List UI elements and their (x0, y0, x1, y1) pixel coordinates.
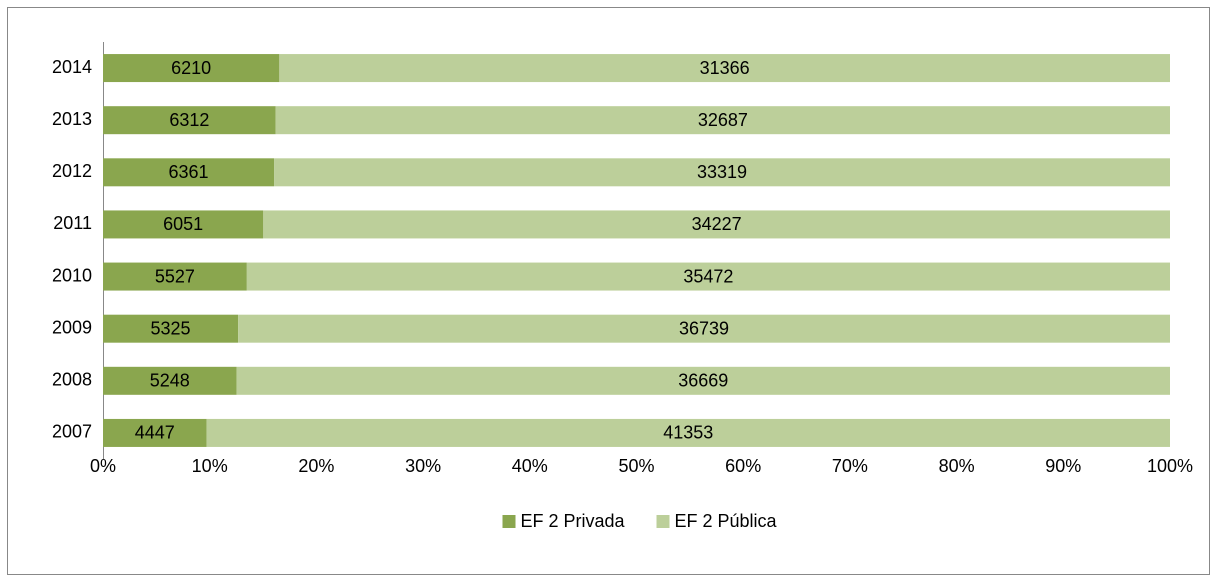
chart-border (7, 7, 1210, 575)
x-tick-label: 30% (405, 456, 441, 476)
y-tick-label: 2011 (53, 213, 92, 233)
bar-segment (238, 314, 1170, 343)
data-label: 41353 (663, 423, 713, 443)
bar-segment (103, 262, 247, 291)
bar-segment (275, 106, 1170, 135)
x-tick-label: 60% (725, 456, 761, 476)
bar-segment (236, 366, 1170, 395)
y-tick-label: 2007 (52, 422, 92, 442)
x-tick-label: 100% (1147, 456, 1193, 476)
x-tick-label: 0% (90, 456, 116, 476)
data-label: 6361 (169, 162, 209, 182)
data-label: 5248 (150, 371, 190, 391)
y-tick-label: 2009 (52, 317, 92, 337)
y-tick-label: 2008 (52, 370, 92, 390)
data-label: 36669 (678, 371, 728, 391)
bar-segment (103, 418, 207, 447)
data-label: 6312 (169, 110, 209, 130)
bar-segment (103, 366, 237, 395)
data-label: 6210 (171, 58, 211, 78)
bar-segment (103, 106, 276, 135)
data-label: 5325 (151, 318, 191, 338)
data-label: 6051 (163, 214, 203, 234)
bar-segment (103, 54, 280, 83)
bar-segment (279, 54, 1170, 83)
legend-swatch (502, 515, 516, 528)
x-tick-label: 40% (512, 456, 548, 476)
x-tick-label: 10% (192, 456, 228, 476)
data-label: 35472 (683, 266, 733, 286)
x-tick-label: 80% (939, 456, 975, 476)
y-tick-label: 2014 (52, 57, 92, 77)
data-label: 4447 (135, 423, 175, 443)
data-label: 34227 (692, 214, 742, 234)
x-tick-label: 20% (298, 456, 334, 476)
x-tick-label: 90% (1045, 456, 1081, 476)
legend-swatch (656, 515, 670, 528)
data-label: 36739 (679, 318, 729, 338)
y-tick-label: 2010 (52, 265, 92, 285)
bar-segment (274, 158, 1170, 187)
y-tick-label: 2013 (52, 109, 92, 129)
bar-segment (103, 210, 264, 239)
y-tick-label: 2012 (52, 161, 92, 181)
bar-segment (263, 210, 1170, 239)
data-label: 31366 (700, 58, 750, 78)
legend-label: EF 2 Pública (675, 511, 778, 531)
data-label: 32687 (698, 110, 748, 130)
legend-label: EF 2 Privada (521, 511, 626, 531)
bar-segment (103, 314, 239, 343)
x-tick-label: 50% (618, 456, 654, 476)
x-tick-label: 70% (832, 456, 868, 476)
data-label: 33319 (697, 162, 747, 182)
bar-segment (246, 262, 1170, 291)
data-label: 5527 (155, 266, 195, 286)
bar-segment (103, 158, 275, 187)
bar-segment (206, 418, 1170, 447)
